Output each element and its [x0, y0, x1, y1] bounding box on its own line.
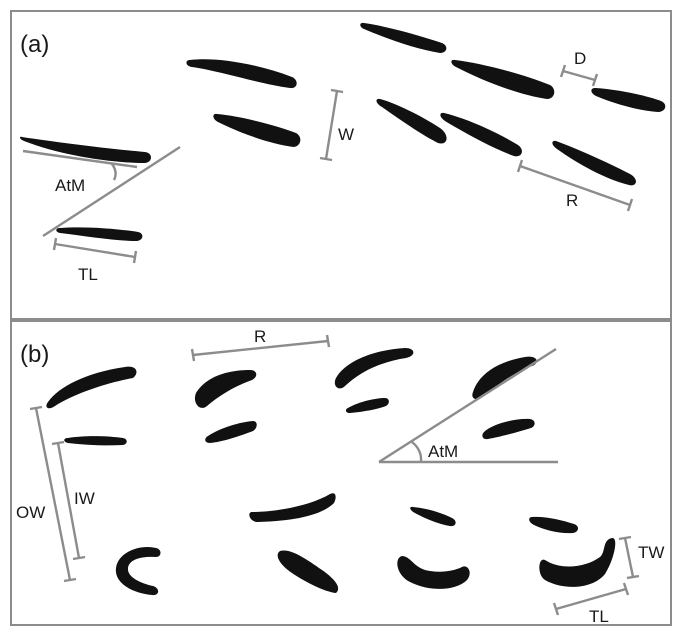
- trace-shape: [472, 356, 537, 400]
- panel-b-label: (b): [20, 341, 49, 368]
- panel-a: (a) AtM TL W: [10, 10, 672, 320]
- trace-shape: [19, 136, 152, 163]
- trace-shape: [529, 516, 579, 534]
- angle-arc: [111, 163, 117, 181]
- d-measure: [559, 64, 599, 87]
- r-label: R: [566, 191, 578, 210]
- trace-shape: [64, 436, 127, 446]
- trace-shape: [482, 418, 535, 440]
- trace-shape: [440, 112, 522, 157]
- tl-label: TL: [78, 265, 98, 284]
- trace-shape: [451, 59, 555, 99]
- ow-measure: [29, 405, 77, 583]
- iw-measure: [51, 440, 86, 561]
- iw-label: IW: [74, 489, 95, 508]
- atm-label: AtM: [428, 442, 458, 461]
- tl-measure: [552, 582, 630, 616]
- r-label: R: [254, 327, 266, 346]
- r-measure: [516, 159, 634, 212]
- w-label: W: [338, 125, 354, 144]
- trace-shape: [205, 421, 257, 443]
- tw-measure: [618, 535, 640, 580]
- trace-shape: [56, 227, 143, 241]
- trace-shape: [249, 493, 336, 522]
- trace-shape: [360, 22, 447, 53]
- trace-shape: [410, 506, 456, 527]
- tw-label: TW: [638, 543, 664, 562]
- trace-shape: [552, 140, 636, 186]
- trace-shape: [46, 366, 137, 409]
- trace-shape: [186, 59, 297, 89]
- trace-shape: [376, 98, 447, 144]
- angle-arm-line: [42, 145, 181, 238]
- trace-shape: [277, 550, 339, 593]
- tl-label: TL: [589, 607, 609, 626]
- trace-shape: [213, 113, 301, 147]
- trace-shape: [334, 348, 414, 389]
- trace-shape: [591, 88, 666, 112]
- trace-shape: [194, 370, 257, 408]
- trace-shape: [115, 546, 161, 596]
- panel-a-label: (a): [20, 31, 49, 58]
- atm-label: AtM: [55, 176, 85, 195]
- trace-shape: [539, 537, 616, 587]
- panel-a-frame: [10, 10, 672, 320]
- panel-b: (b) R AtM OW: [10, 320, 672, 626]
- d-label: D: [574, 49, 586, 68]
- tl-measure: [52, 237, 138, 264]
- angle-arm-line: [378, 347, 557, 464]
- angle-base-line: [22, 149, 138, 169]
- w-measure: [319, 88, 344, 162]
- angle-arc: [411, 441, 423, 463]
- r-measure: [190, 334, 331, 362]
- ow-label: OW: [16, 503, 45, 522]
- trace-shape: [397, 556, 470, 589]
- trace-shape: [345, 398, 389, 413]
